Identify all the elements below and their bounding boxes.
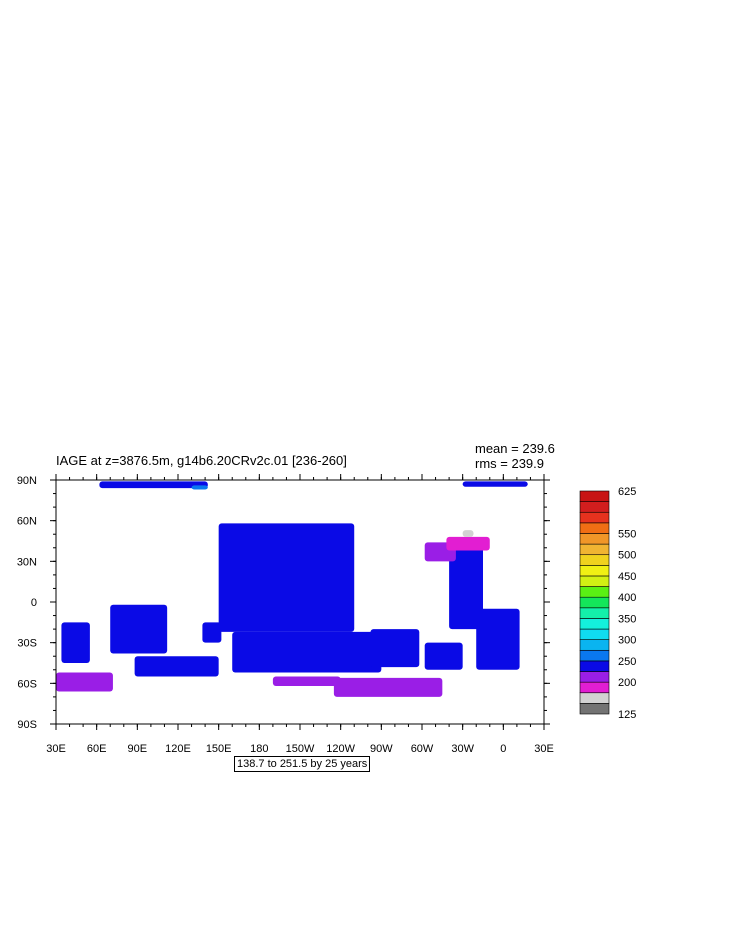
x-tick-label: 90W: [370, 743, 393, 755]
colorbar-swatch: [579, 628, 610, 640]
chart-title: IAGE at z=3876.5m, g14b6.20CRv2c.01 [236…: [56, 453, 347, 468]
colorbar-swatch: [579, 586, 610, 598]
map-region-southern-ocean-ross: [272, 676, 341, 687]
colorbar-swatch: [579, 533, 610, 545]
x-tick-label: 120E: [165, 743, 191, 755]
mean-stat: mean = 239.6: [475, 441, 555, 456]
colorbar-swatch: [579, 490, 610, 502]
colorbar-swatch: [579, 511, 610, 524]
colorbar-label: 400: [618, 592, 636, 604]
colorbar-label: 125: [618, 709, 636, 721]
colorbar-swatch: [579, 543, 610, 556]
colorbar-swatch: [579, 618, 610, 630]
map-region-greenland-grey: [462, 530, 474, 537]
x-tick-label: 30E: [46, 743, 66, 755]
x-tick-label: 150W: [286, 743, 315, 755]
x-tick-label: 0: [500, 743, 506, 755]
colorbar-swatch: [579, 703, 610, 715]
colorbar-label: 500: [618, 550, 636, 562]
colorbar-swatch: [579, 649, 610, 662]
map-region-north-atlantic: [449, 541, 483, 630]
map-region-south-pacific: [232, 631, 382, 673]
colorbar-label: 200: [618, 677, 636, 689]
x-tick-label: 120W: [326, 743, 355, 755]
colorbar-swatch: [579, 522, 610, 534]
map-region-south-atlantic: [476, 608, 520, 670]
y-tick-label: 60N: [17, 516, 37, 528]
y-tick-label: 60S: [17, 678, 37, 690]
colorbar-label: 550: [618, 528, 636, 540]
colorbar-swatch: [579, 607, 610, 619]
map-region-arctic-light: [191, 485, 208, 490]
colorbar-swatch: [579, 575, 610, 587]
map-region-indian-south: [134, 656, 219, 677]
map-region-indian-west: [110, 604, 168, 654]
x-tick-label: 30E: [534, 743, 554, 755]
map-region-arctic-strip-east: [462, 481, 528, 487]
colorbar-swatch: [579, 501, 610, 513]
colorbar: 625 550 500 450 400 350 300 250 200 125: [579, 486, 636, 721]
x-tick-label: 60W: [411, 743, 434, 755]
map-region-east-pacific-patch: [370, 629, 420, 668]
colorbar-label: 250: [618, 656, 636, 668]
colorbar-swatch: [579, 554, 610, 566]
colorbar-swatch: [579, 671, 610, 683]
y-tick-label: 90N: [17, 475, 37, 487]
colorbar-swatch: [579, 681, 610, 694]
map-area: [56, 481, 528, 697]
map-region-arctic-strip-west: [99, 481, 208, 489]
colorbar-swatch: [579, 596, 610, 609]
map-axes: 30E 60E 90E 120E 150E 180 150W 120W 90W 60W 30W 0 30…: [17, 474, 554, 755]
map-region-atlantic-southwest: [424, 642, 463, 670]
colorbar-label: 450: [618, 571, 636, 583]
x-tick-label: 60E: [87, 743, 107, 755]
y-tick-label: 90S: [17, 719, 37, 731]
colorbar-swatch: [579, 565, 610, 577]
x-tick-label: 180: [250, 743, 268, 755]
map-region-east-indian: [61, 622, 90, 663]
x-tick-label: 30W: [451, 743, 474, 755]
map-region-southern-ocean-pacific: [333, 677, 443, 697]
y-tick-label: 30N: [17, 556, 37, 568]
colorbar-swatch: [579, 692, 610, 704]
colorbar-label: 625: [618, 486, 636, 498]
y-tick-label: 30S: [17, 638, 37, 650]
map-region-indian-mid: [202, 622, 222, 643]
colorbar-swatch: [579, 660, 610, 672]
y-tick-label: 0: [31, 597, 37, 609]
map-region-southern-ocean-indian-west: [56, 672, 113, 692]
x-tick-label: 90E: [128, 743, 148, 755]
colorbar-label: 350: [618, 613, 636, 625]
x-tick-label: 150E: [206, 743, 232, 755]
map-region-labrador-magenta: [446, 536, 490, 551]
colorbar-label: 300: [618, 635, 636, 647]
colorbar-swatch: [579, 639, 610, 651]
rms-stat: rms = 239.9: [475, 456, 545, 471]
map-region-north-pacific: [218, 523, 355, 632]
contour-range-label: 138.7 to 251.5 by 25 years: [234, 756, 371, 772]
